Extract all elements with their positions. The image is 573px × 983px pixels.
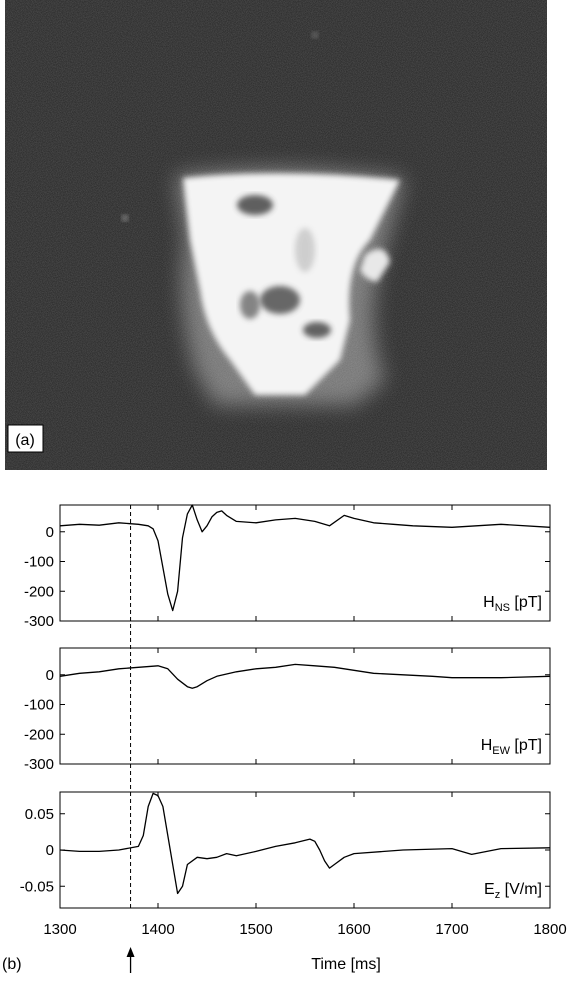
x-tick-label: 1700	[435, 921, 468, 938]
arrow-head	[126, 947, 135, 957]
y-tick-label: 0	[46, 524, 54, 541]
x-tick-label: 1300	[43, 921, 76, 938]
x-axis-label: Time [ms]	[311, 956, 381, 973]
y-tick-label: 0.05	[25, 806, 54, 823]
x-tick-labels: 1300 1400 1500 1600 1700 1800	[43, 921, 566, 938]
x-tick-label: 1600	[337, 921, 370, 938]
y-tick-label: -100	[24, 697, 54, 714]
subplot-series-label: HEW [pT]	[481, 737, 542, 757]
series-line	[59, 792, 551, 895]
x-tick-label: 1400	[141, 921, 174, 938]
lightning-photo: (a)	[5, 0, 547, 470]
x-tick-label: 1800	[533, 921, 566, 938]
panel-b-label: (b)	[2, 956, 22, 973]
waveform-chart: 0 -100 -200 -300 HNS [pT] 0 -100 -200 -300 HEW [p…	[2, 504, 567, 973]
y-tick-label: 0	[46, 667, 54, 684]
y-tick-label: -300	[24, 756, 54, 773]
side-fragment	[360, 248, 390, 282]
luminous-core	[183, 173, 400, 395]
y-tick-label: -200	[24, 583, 54, 600]
subplot-3: 0.05 0 -0.05 Ez [V/m]	[20, 791, 551, 909]
subplot-series-label: HNS [pT]	[483, 594, 542, 614]
series-line	[59, 504, 551, 612]
y-tick-label: -200	[24, 726, 54, 743]
event-marker-arrow	[126, 947, 135, 973]
subplot-frame	[59, 791, 551, 909]
subplot-frame	[59, 504, 551, 622]
panel-a-label: (a)	[15, 432, 35, 449]
subplot-2: 0 -100 -200 -300 HEW [pT]	[24, 647, 551, 773]
waveform-chart-panel: 0 -100 -200 -300 HNS [pT] 0 -100 -200 -300 HEW [p…	[0, 495, 573, 978]
axes-layer: 0 -100 -200 -300 HNS [pT] 0 -100 -200 -300 HEW [p…	[20, 504, 551, 909]
y-tick-label: -100	[24, 554, 54, 571]
y-tick-label: -0.05	[20, 878, 54, 895]
series-line	[59, 663, 551, 689]
subplot-1: 0 -100 -200 -300 HNS [pT]	[24, 504, 551, 630]
x-tick-label: 1500	[239, 921, 272, 938]
lightning-photo-panel: (a)	[5, 0, 547, 470]
y-tick-label: -300	[24, 613, 54, 630]
subplot-frame	[59, 647, 551, 765]
y-tick-label: 0	[46, 842, 54, 859]
subplot-series-label: Ez [V/m]	[484, 881, 542, 901]
panel-a-label-box	[7, 424, 44, 453]
